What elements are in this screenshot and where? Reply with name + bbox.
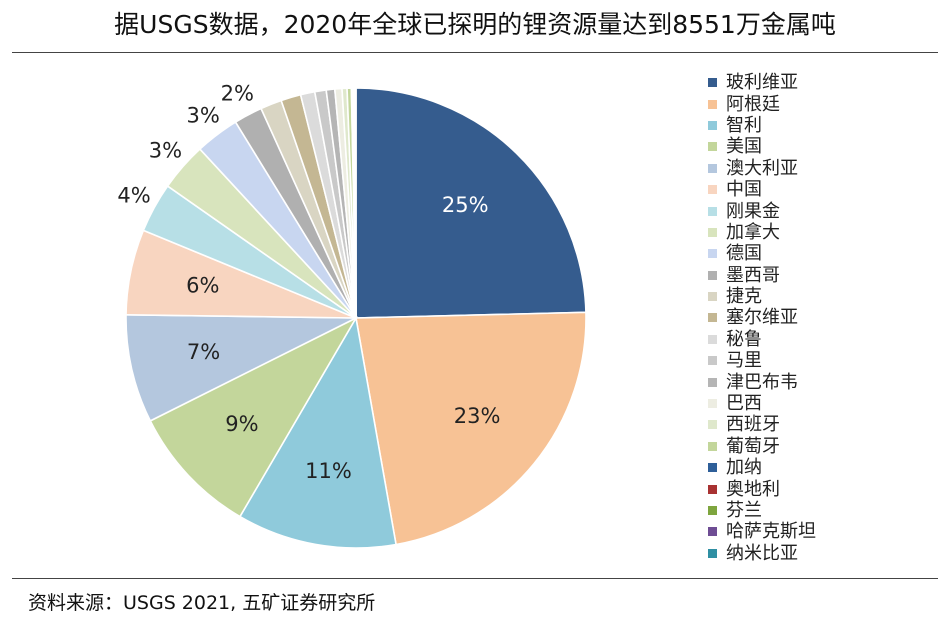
legend-item: 奥地利 [708,478,816,500]
pie-labels: 25%23%11%9%7%6%4%3%3%2% [117,82,500,483]
legend-label: 美国 [726,136,762,158]
legend-swatch [708,399,717,409]
legend-swatch [708,334,717,344]
legend-item: 秘鲁 [708,329,816,350]
legend-swatch [708,206,717,216]
legend-label: 捷克 [726,286,762,308]
legend-label: 巴西 [726,393,762,415]
legend-label: 墨西哥 [726,264,780,286]
pie-slices [125,87,587,549]
legend-item: 哈萨克斯坦 [708,521,816,542]
legend-swatch [708,548,717,558]
legend-label: 奥地利 [726,478,780,500]
legend-swatch [708,313,717,323]
legend-item: 捷克 [708,286,816,307]
legend-swatch [708,377,717,387]
pie-label-0: 25% [442,193,489,217]
source-note: 资料来源：USGS 2021, 五矿证券研究所 [28,592,376,614]
legend-item: 马里 [708,350,816,371]
legend-label: 玻利维亚 [726,72,798,94]
legend-item: 纳米比亚 [708,543,816,564]
legend-item: 刚果金 [708,200,816,222]
legend-item: 德国 [708,243,816,264]
pie-label-5: 6% [186,274,219,298]
legend-label: 塞尔维亚 [726,307,798,329]
legend-label: 秘鲁 [726,328,762,350]
pie-label-4: 7% [187,340,220,364]
legend-swatch [708,120,717,130]
pie-label-8: 3% [187,103,220,127]
legend-swatch [708,441,717,451]
legend-swatch [708,484,717,494]
legend-swatch [708,292,717,302]
legend-item: 加拿大 [708,222,816,243]
pie-slice-0 [355,87,587,319]
legend-swatch [708,506,717,515]
chart-legend: 玻利维亚 阿根廷 智利 美国 澳大利亚 中国 刚果金 加拿大 德国 墨西哥 捷克 塞尔维亚 秘鲁 马里 津巴… [708,72,816,564]
legend-item: 中国 [708,179,816,200]
legend-label: 哈萨克斯坦 [726,521,816,543]
legend-swatch [708,78,717,88]
pie-slice-4 [125,313,357,422]
legend-swatch [708,185,717,195]
legend-swatch [708,463,717,473]
legend-item: 芬兰 [708,500,816,521]
legend-item: 津巴布韦 [708,371,816,393]
pie-label-1: 23% [454,404,501,428]
legend-label: 加纳 [726,457,762,479]
legend-item: 智利 [708,115,816,136]
pie-label-6: 4% [117,184,150,208]
legend-label: 中国 [726,179,762,201]
legend-swatch [708,270,717,280]
legend-swatch [708,99,717,109]
legend-label: 葡萄牙 [726,435,780,457]
pie-slice-1 [355,311,587,546]
legend-label: 西班牙 [726,414,780,436]
pie-label-9: 2% [221,82,254,106]
source-rule [12,578,938,579]
legend-swatch [708,142,717,152]
legend-label: 芬兰 [726,500,762,521]
legend-label: 智利 [726,114,762,136]
legend-label: 纳米比亚 [726,542,798,564]
legend-item: 加纳 [708,457,816,478]
legend-item: 墨西哥 [708,265,816,286]
legend-label: 阿根廷 [726,93,780,115]
pie-slice-3 [149,316,359,518]
chart-title: 据USGS数据，2020年全球已探明的锂资源量达到8551万金属吨 [114,10,836,39]
legend-label: 津巴布韦 [726,371,798,393]
legend-item: 巴西 [708,393,816,414]
pie-label-3: 9% [225,412,258,436]
legend-item: 澳大利亚 [708,158,816,179]
legend-item: 美国 [708,136,816,157]
pie-label-2: 11% [305,459,352,483]
legend-item: 葡萄牙 [708,436,816,457]
legend-item: 塞尔维亚 [708,307,816,328]
pie-slice-22 [354,87,357,319]
legend-swatch [708,227,717,237]
legend-swatch [708,356,717,366]
legend-item: 玻利维亚 [708,72,816,93]
legend-item: 阿根廷 [708,93,816,115]
legend-item: 西班牙 [708,414,816,435]
legend-swatch [708,249,717,259]
pie-chart: 25%23%11%9%7%6%4%3%3%2% [117,82,587,549]
pie-slice-2 [238,315,397,549]
pie-label-7: 3% [149,139,182,163]
legend-label: 澳大利亚 [726,157,798,179]
legend-label: 刚果金 [726,200,780,222]
legend-swatch [708,527,717,537]
legend-swatch [708,163,717,173]
legend-label: 加拿大 [726,221,780,243]
title-rule [12,52,938,53]
legend-swatch [708,420,717,430]
legend-label: 马里 [726,350,762,372]
legend-label: 德国 [726,243,762,265]
